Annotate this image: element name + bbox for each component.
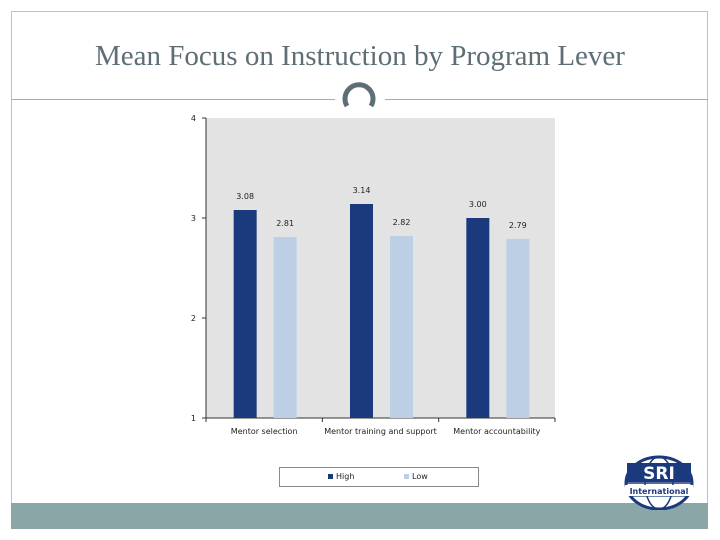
- data-label: 2.79: [509, 221, 527, 230]
- y-tick-label: 4: [191, 114, 196, 123]
- legend-swatch-low: [404, 474, 409, 479]
- bar-low: [506, 239, 530, 418]
- bar-high: [233, 210, 257, 418]
- data-label: 2.82: [393, 218, 411, 227]
- legend-swatch-high: [328, 474, 333, 479]
- bar-high: [466, 218, 490, 418]
- data-label: 3.14: [353, 186, 371, 195]
- data-label: 3.08: [236, 192, 254, 201]
- data-label: 2.81: [276, 219, 294, 228]
- ring-ornament-icon: [342, 82, 376, 108]
- title-divider-left: [11, 99, 335, 100]
- data-label: 3.00: [469, 200, 487, 209]
- y-tick-label: 2: [191, 314, 196, 323]
- legend-label-high: High: [336, 472, 355, 481]
- x-category-label: Mentor training and support: [324, 427, 437, 436]
- legend-label-low: Low: [412, 472, 428, 481]
- footer-band: [11, 503, 708, 529]
- y-tick-label: 3: [191, 214, 196, 223]
- legend-item-low: Low: [404, 472, 428, 481]
- legend-item-high: High: [328, 472, 354, 481]
- bar-low: [273, 237, 297, 418]
- sri-logo-icon: SRI International: [624, 455, 694, 510]
- plot-area: [206, 118, 555, 418]
- logo-subtext: International: [630, 487, 689, 496]
- slide-title: Mean Focus on Instruction by Program Lev…: [95, 40, 625, 72]
- chart-legend: High Low: [279, 467, 479, 487]
- title-divider-right: [385, 99, 708, 100]
- bar-low: [390, 236, 413, 418]
- x-category-label: Mentor selection: [231, 427, 298, 436]
- bar-high: [350, 204, 373, 418]
- y-tick-label: 1: [191, 414, 196, 423]
- logo-text: SRI: [643, 464, 675, 484]
- x-category-label: Mentor accountability: [453, 427, 540, 436]
